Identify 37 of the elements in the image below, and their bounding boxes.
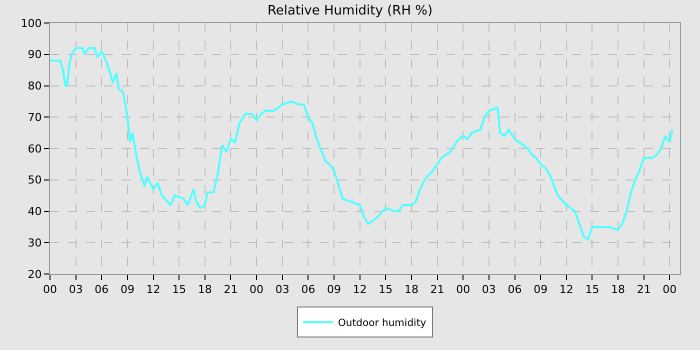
y-tick-label: 60 — [28, 142, 42, 156]
x-tick-label: 03 — [275, 283, 290, 296]
y-tick-label: 20 — [28, 268, 42, 281]
y-tick-label: 80 — [28, 80, 42, 93]
y-tick-label: 70 — [28, 110, 42, 124]
line-series — [50, 47, 674, 240]
x-tick-label: 15 — [585, 283, 600, 296]
x-tick-label: 06 — [94, 283, 109, 296]
x-tick-label: 12 — [559, 283, 574, 296]
x-tick-label: 18 — [404, 283, 418, 296]
x-tick-label: 18 — [611, 283, 626, 296]
x-tick-label: 21 — [430, 283, 444, 296]
y-tick-label: 50 — [28, 174, 42, 187]
x-tick-label: 00 — [662, 283, 677, 296]
y-tick-label: 100 — [20, 16, 42, 30]
x-tick-label: 03 — [482, 283, 496, 296]
x-tick-label: 18 — [198, 283, 212, 296]
x-tick-label: 21 — [224, 283, 238, 296]
y-tick-label: 90 — [28, 48, 42, 62]
x-tick-label: 09 — [120, 283, 134, 296]
x-tick-label: 09 — [327, 283, 342, 296]
x-tick-label: 09 — [534, 283, 548, 296]
x-tick-label: 00 — [43, 283, 57, 296]
x-tick-label: 12 — [146, 283, 160, 296]
x-tick-label: 03 — [68, 283, 83, 296]
x-tick-label: 00 — [456, 283, 470, 296]
x-tick-label: 12 — [352, 283, 367, 296]
y-tick-label: 40 — [28, 205, 42, 218]
x-tick-label: 06 — [508, 283, 522, 296]
x-tick-label: 21 — [636, 283, 651, 296]
x-tick-label: 15 — [378, 283, 393, 296]
y-tick-label: 30 — [28, 236, 42, 250]
x-tick-label: 00 — [250, 283, 264, 296]
chart-title: Relative Humidity (RH %) — [267, 3, 433, 18]
x-tick-label: 06 — [301, 283, 316, 296]
legend-label: Outdoor humidity — [338, 318, 426, 330]
x-tick-label: 15 — [172, 283, 186, 296]
